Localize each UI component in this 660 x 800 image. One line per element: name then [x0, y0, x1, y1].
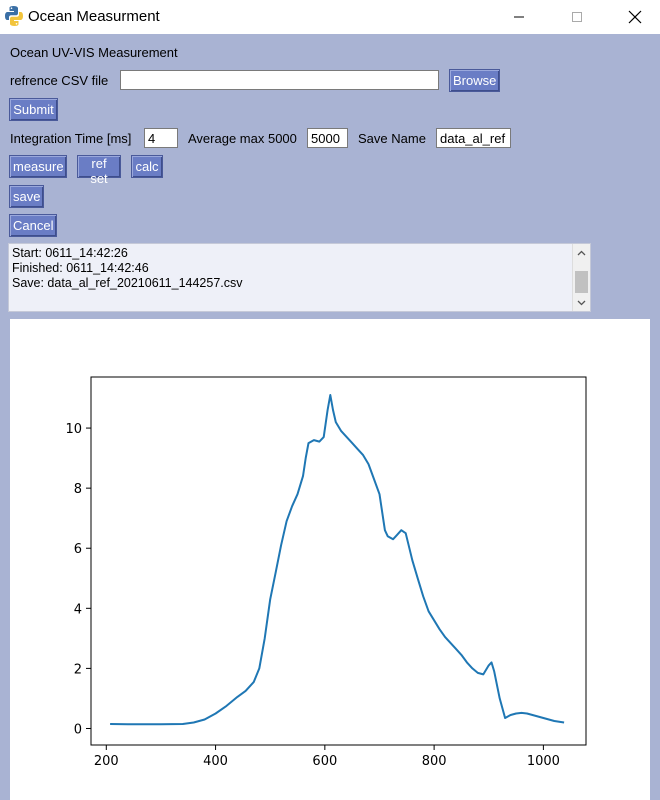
cancel-button[interactable]: Cancel: [9, 214, 57, 237]
client-area: Ocean UV-VIS Measurement refrence CSV fi…: [0, 34, 660, 800]
log-lines: Start: 0611_14:42:26 Finished: 0611_14:4…: [12, 246, 243, 291]
browse-button[interactable]: Browse: [449, 69, 500, 92]
average-label: Average max 5000: [188, 131, 297, 146]
log-scrollbar[interactable]: [572, 244, 590, 311]
x-tick-label: 800: [422, 754, 447, 769]
minimize-icon: [514, 16, 524, 18]
scroll-thumb[interactable]: [575, 271, 588, 293]
plot-canvas: 200 400 600 800 1000 0 2 4 6 8 10: [10, 319, 650, 800]
integration-time-label: Integration Time [ms]: [10, 131, 132, 146]
x-tick-label: 400: [203, 754, 228, 769]
submit-button[interactable]: Submit: [9, 98, 58, 121]
log-line: Finished: 0611_14:42:46: [12, 261, 149, 275]
ref-csv-label: refrence CSV file: [10, 73, 109, 88]
scroll-down-button[interactable]: [573, 294, 590, 311]
y-tick-label: 2: [74, 662, 82, 677]
y-tick-label: 4: [74, 602, 82, 617]
maximize-button[interactable]: [552, 0, 602, 34]
minimize-button[interactable]: [494, 0, 544, 34]
x-tick-label: 200: [94, 754, 119, 769]
window-title: Ocean Measurment: [28, 8, 160, 25]
log-line: Start: 0611_14:42:26: [12, 246, 128, 260]
y-tick-label: 8: [74, 482, 82, 497]
form-heading: Ocean UV-VIS Measurement: [10, 45, 178, 60]
x-tick-label: 1000: [527, 754, 560, 769]
log-line: Save: data_al_ref_20210611_144257.csv: [12, 276, 243, 290]
plot-axes-frame: [90, 376, 587, 746]
x-tick-label: 600: [312, 754, 337, 769]
spectrum-series-line: [110, 394, 565, 726]
save-name-input[interactable]: [436, 128, 511, 148]
close-icon: [628, 10, 642, 24]
average-input[interactable]: [307, 128, 348, 148]
y-tick-label: 6: [74, 542, 82, 557]
log-textbox[interactable]: Start: 0611_14:42:26 Finished: 0611_14:4…: [8, 243, 591, 312]
integration-time-input[interactable]: [144, 128, 178, 148]
ref-csv-input[interactable]: [120, 70, 439, 90]
y-tick-label: 0: [74, 722, 82, 737]
calc-button[interactable]: calc: [131, 155, 163, 178]
save-button[interactable]: save: [9, 185, 44, 208]
maximize-icon: [572, 12, 582, 22]
save-name-label: Save Name: [358, 131, 426, 146]
title-bar: Ocean Measurment: [0, 0, 660, 34]
spectrum-chart: 200 400 600 800 1000 0 2 4 6 8 10: [65, 376, 587, 769]
chevron-up-icon: [577, 250, 586, 255]
python-icon: [5, 6, 23, 26]
y-tick-label: 10: [65, 422, 82, 437]
measure-button[interactable]: measure: [9, 155, 67, 178]
scroll-up-button[interactable]: [573, 244, 590, 261]
chevron-down-icon: [577, 300, 586, 305]
close-button[interactable]: [610, 0, 660, 34]
ref-set-button[interactable]: ref set: [77, 155, 121, 186]
